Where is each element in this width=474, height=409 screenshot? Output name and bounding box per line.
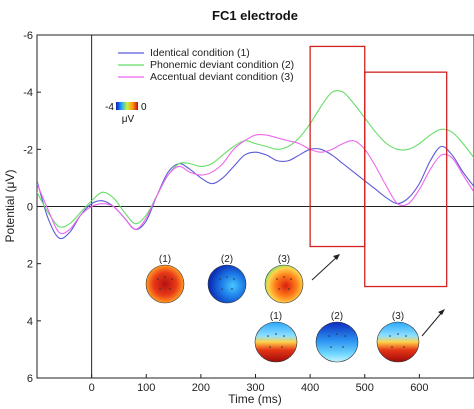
- series-line-3: [37, 133, 474, 235]
- series-lines: [37, 90, 474, 240]
- x-tick-label: 600: [410, 382, 428, 394]
- topomap-head: [315, 321, 359, 363]
- topomap-head: [207, 264, 247, 304]
- y-tick-label: 0: [27, 202, 33, 214]
- topomap-arrow: [311, 255, 339, 281]
- chart-title: FC1 electrode: [212, 8, 298, 23]
- topomap-group-1: (1) (2) (3): [145, 254, 340, 304]
- y-tick-label: -6: [23, 30, 33, 42]
- series-line-2: [37, 90, 474, 228]
- analysis-windows: [309, 45, 448, 288]
- topomap-group-2: (1) (2) (3): [254, 309, 445, 363]
- analysis-window-2: [364, 71, 448, 288]
- x-tick-label: 400: [301, 382, 319, 394]
- x-tick-label: 100: [137, 382, 155, 394]
- y-tick-label: 2: [27, 259, 33, 271]
- x-tick-label: 200: [192, 382, 210, 394]
- topomap-label: (1): [270, 311, 282, 322]
- colorbar: -4 0 μV: [105, 102, 147, 125]
- topomap-label: (1): [159, 254, 171, 265]
- y-axis-ticks: -6 -4 -2 0 2 4 6: [23, 30, 41, 385]
- x-tick-label: 500: [356, 382, 374, 394]
- colorbar-unit: μV: [122, 114, 135, 125]
- y-tick-label: -2: [23, 144, 33, 156]
- legend-label: Phonemic deviant condition (2): [150, 59, 294, 71]
- topomap-head: [376, 321, 420, 363]
- topomap-label: (3): [278, 254, 290, 265]
- x-tick-label: 0: [89, 382, 95, 394]
- topomap-head: [145, 264, 185, 304]
- topomap-head: [254, 321, 298, 363]
- x-axis-title: Time (ms): [228, 392, 282, 406]
- topomap-label: (3): [392, 311, 404, 322]
- y-tick-label: 4: [27, 316, 33, 328]
- legend-label: Identical condition (1): [150, 47, 250, 59]
- legend: Identical condition (1)Phonemic deviant …: [118, 47, 294, 83]
- legend-label: Accentual deviant condition (3): [150, 71, 294, 83]
- topomap-arrowhead: [333, 254, 340, 260]
- y-axis-title: Potential (μV): [3, 170, 17, 243]
- x-axis-ticks: 0 100 200 300 400 500 600: [89, 374, 429, 394]
- colorbar-min-label: -4: [105, 102, 114, 113]
- x-tick-label: 300: [246, 382, 264, 394]
- topomap-arrowhead: [438, 309, 445, 315]
- y-tick-label: -4: [23, 87, 33, 99]
- series-line-1: [37, 145, 474, 240]
- topomap-label: (2): [331, 311, 343, 322]
- topomap-electrode-dots: [267, 333, 407, 348]
- topomap-electrode-dots: [157, 276, 292, 290]
- topomap-arrow: [421, 310, 444, 337]
- colorbar-scale: [116, 102, 138, 110]
- y-tick-label: 6: [27, 373, 33, 385]
- topomap-head: [264, 264, 304, 304]
- colorbar-max-label: 0: [141, 102, 147, 113]
- topomap-label: (2): [221, 254, 233, 265]
